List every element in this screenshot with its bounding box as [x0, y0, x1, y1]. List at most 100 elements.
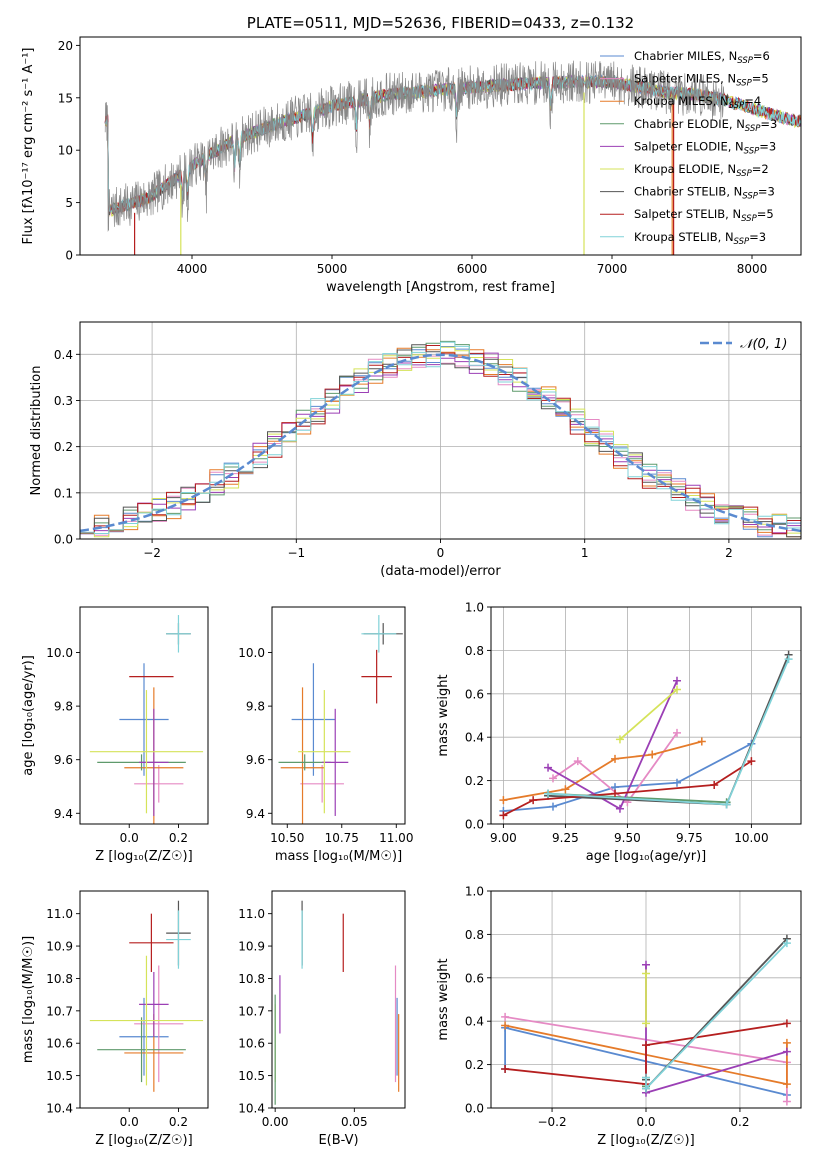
plus-marker: [782, 939, 791, 948]
marks: [89, 615, 204, 824]
plus-marker: [529, 796, 538, 805]
x-tick-label: 0.0: [120, 831, 139, 845]
plus-marker: [501, 1064, 510, 1073]
series-line: [645, 964, 788, 1095]
legend-nssp-symbol: N: [720, 94, 729, 108]
plus-marker: [573, 757, 582, 766]
x-tick-label: 9.50: [614, 831, 641, 845]
legend-nssp-value: =5: [757, 207, 774, 221]
x-tick-label: 7000: [597, 262, 628, 276]
y-tick-label: 1.0: [465, 885, 484, 899]
y-tick-label: 0.2: [465, 1058, 484, 1072]
errorbar-kroupa-stelib: [166, 615, 191, 653]
y-tick-label: 10.0: [238, 646, 265, 660]
y-axis-label: mass [log₁₀(M/M☉)]: [21, 936, 36, 1063]
plus-marker: [501, 1012, 510, 1021]
plus-marker: [549, 802, 557, 811]
y-tick-label: 9.6: [246, 753, 265, 767]
normal-distribution-curve: [80, 353, 801, 533]
errorbar-kroupa-stelib: [166, 910, 191, 969]
x-tick-label: 6000: [457, 262, 488, 276]
legend-nssp-symbol: N: [729, 49, 738, 63]
legend-nssp-subscript: SSP: [729, 101, 745, 111]
x-tick-label: 0.0: [120, 1115, 139, 1129]
chart-mass_vs_ebv: 0.00 0.05 10.4 10.5 10.6 10.7 10.8 10.9 11.0 E(B-…: [238, 890, 406, 1148]
x-axis-label: mass [log₁₀(M/M☉)]: [275, 849, 402, 864]
legend-nssp-symbol: N: [736, 117, 745, 131]
legend-entry: Salpeter ELODIE, NSSP=3: [634, 139, 776, 156]
plus-marker: [784, 655, 793, 664]
plus-marker: [642, 1041, 650, 1050]
legend-nssp-value: =6: [753, 49, 770, 63]
y-tick-label: 9.4: [54, 807, 73, 821]
errorbar-salpeter-miles: [300, 765, 344, 803]
y-tick-label: 15: [58, 91, 73, 105]
errorbar-kroupa-miles: [280, 687, 325, 824]
y-tick-label: 0.8: [465, 928, 484, 942]
x-tick-label: −1: [287, 546, 305, 560]
spectrum-observed-flux: [104, 60, 725, 232]
plus-marker: [782, 1038, 791, 1047]
chart-mass_weight_vs_Z: −0.2 0.0 0.2 0.0 0.2 0.4 0.6 0.8 1.0 Z [log₁₀(Z/Z…: [436, 885, 802, 1148]
x-tick-label: 9.25: [552, 831, 579, 845]
y-tick-label: 1.0: [465, 601, 484, 615]
legend-nssp-value: =5: [752, 72, 769, 86]
x-tick-label: 0.00: [262, 1115, 289, 1129]
y-tick-label: 10.9: [238, 940, 265, 954]
legend: 𝒩(0, 1): [700, 337, 787, 352]
x-tick-label: −2: [143, 546, 161, 560]
legend-nssp-symbol: N: [727, 162, 736, 176]
y-tick-label: 0.1: [54, 486, 73, 500]
legend-series-name: Salpeter STELIB,: [634, 207, 732, 221]
errorbar-kroupa-stelib: [361, 615, 397, 653]
series-kroupa-stelib: [544, 655, 793, 809]
axes-frame: [79, 606, 209, 825]
legend-series-name: Kroupa ELODIE,: [634, 162, 727, 176]
y-tick-label: 10.5: [238, 1069, 265, 1083]
series-chabrier-stelib: [544, 650, 793, 809]
errorbar-salpeter-miles: [134, 765, 184, 803]
y-axis-label: Normed distribution: [29, 366, 44, 496]
y-axis-label: mass weight: [436, 958, 451, 1040]
x-tick-label: 0.2: [169, 1115, 188, 1129]
legend-nssp-subscript: SSP: [736, 169, 752, 179]
errorbar-salpeter-stelib: [361, 649, 392, 704]
y-tick-label: 0.0: [465, 1102, 484, 1116]
series-line: [505, 1022, 788, 1086]
plus-marker: [782, 1019, 791, 1028]
plus-marker: [673, 676, 681, 685]
marks: [80, 340, 801, 538]
plus-marker: [642, 1084, 650, 1093]
errorbar-salpeter-stelib: [129, 913, 174, 972]
series-kroupa-stelib: [642, 939, 791, 1093]
plot-area: [80, 322, 801, 540]
plus-marker: [673, 685, 681, 694]
errorbar-salpeter-miles: [134, 965, 184, 1083]
y-tick-label: 10.7: [238, 1004, 265, 1018]
errorbar-chabrier-miles: [119, 997, 169, 1076]
plus-marker: [642, 1073, 650, 1082]
x-tick-label: −0.2: [537, 1115, 566, 1129]
y-tick-label: 9.8: [54, 700, 73, 714]
errorbar-chabrier-miles: [291, 663, 336, 776]
plot-area: [89, 900, 204, 1092]
legend-series-name: Chabrier STELIB,: [634, 185, 734, 199]
y-tick-label: 5: [65, 196, 73, 210]
y-tick-label: 0.0: [54, 533, 73, 547]
y-tick-label: 10.9: [46, 940, 73, 954]
x-tick-label: 2: [725, 546, 733, 560]
plot-area: [104, 60, 801, 255]
axes-frame: [79, 890, 209, 1109]
axes-frame: [271, 890, 406, 1109]
y-tick-label: 10: [58, 144, 73, 158]
series-line: [547, 654, 790, 806]
y-tick-label: 10.7: [46, 1004, 73, 1018]
chart-residuals: −2 −1 0 1 2 0.0 0.1 0.2 0.3 0.4 (data-model)/error…: [29, 321, 802, 579]
x-tick-label: 10.50: [270, 831, 304, 845]
series-salpeter-stelib: [499, 757, 756, 820]
chart-mass_vs_Z: 0.0 0.2 10.4 10.5 10.6 10.7 10.8 10.9 11.0 Z [log…: [21, 890, 209, 1148]
axes-frame: [79, 321, 802, 540]
plus-marker: [611, 789, 619, 798]
